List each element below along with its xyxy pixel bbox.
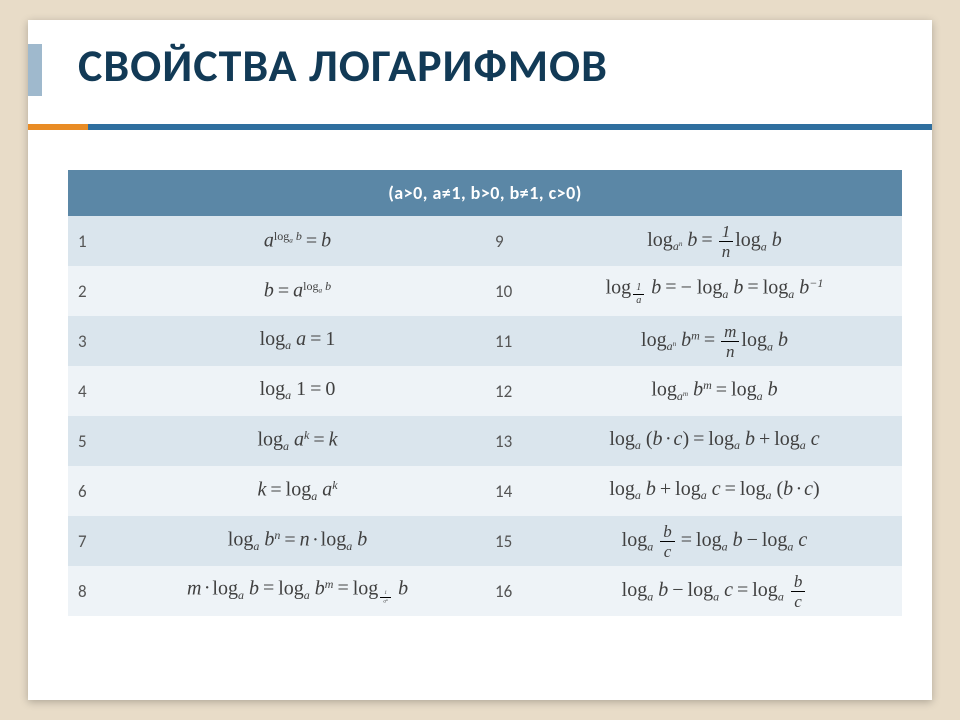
table-row: 2 b=aloga b 10 log1a b=− loga b=loga b−1 xyxy=(68,266,902,316)
table-row: 5 loga ak=k 13 loga (b·c)=loga b+loga c xyxy=(68,416,902,466)
accent-orange xyxy=(28,124,88,130)
row-number: 9 xyxy=(485,216,527,266)
formula-1: aloga b=b xyxy=(110,216,485,266)
properties-table: (a>0, a≠1, b>0, b≠1, c>0) 1 aloga b=b 9 … xyxy=(68,170,902,616)
table-row: 4 loga 1=0 12 logam bm=loga b xyxy=(68,366,902,416)
accent-left-block xyxy=(28,44,42,96)
title-bar: СВОЙСТВА ЛОГАРИФМОВ xyxy=(28,20,932,130)
formula-2: b=aloga b xyxy=(110,266,485,316)
formula-16: loga b−loga c=loga bc xyxy=(527,566,902,616)
row-number: 2 xyxy=(68,266,110,316)
row-number: 7 xyxy=(68,516,110,566)
formula-14: loga b+loga c=loga (b·c) xyxy=(527,466,902,516)
formula-7: loga bn=n·loga b xyxy=(110,516,485,566)
row-number: 1 xyxy=(68,216,110,266)
accent-blue xyxy=(88,124,932,130)
formula-5: loga ak=k xyxy=(110,416,485,466)
row-number: 15 xyxy=(485,516,527,566)
row-number: 10 xyxy=(485,266,527,316)
table-container: (a>0, a≠1, b>0, b≠1, c>0) 1 aloga b=b 9 … xyxy=(28,130,932,616)
table-row: 1 aloga b=b 9 logan b=1nloga b xyxy=(68,216,902,266)
table-row: 8 m·loga b=loga bm=log1am b 16 loga b−lo… xyxy=(68,566,902,616)
formula-11: logan bm=mnloga b xyxy=(527,316,902,366)
table-row: 3 loga a=1 11 logan bm=mnloga b xyxy=(68,316,902,366)
formula-6: k=loga ak xyxy=(110,466,485,516)
row-number: 8 xyxy=(68,566,110,616)
row-number: 11 xyxy=(485,316,527,366)
row-number: 16 xyxy=(485,566,527,616)
row-number: 4 xyxy=(68,366,110,416)
formula-4: loga 1=0 xyxy=(110,366,485,416)
table-row: 6 k=loga ak 14 loga b+loga c=loga (b·c) xyxy=(68,466,902,516)
formula-8: m·loga b=loga bm=log1am b xyxy=(110,566,485,616)
row-number: 13 xyxy=(485,416,527,466)
table-row: 7 loga bn=n·loga b 15 loga bc=loga b−log… xyxy=(68,516,902,566)
row-number: 3 xyxy=(68,316,110,366)
page-title: СВОЙСТВА ЛОГАРИФМОВ xyxy=(78,38,912,94)
row-number: 12 xyxy=(485,366,527,416)
formula-9: logan b=1nloga b xyxy=(527,216,902,266)
row-number: 6 xyxy=(68,466,110,516)
formula-10: log1a b=− loga b=loga b−1 xyxy=(527,266,902,316)
row-number: 5 xyxy=(68,416,110,466)
formula-12: logam bm=loga b xyxy=(527,366,902,416)
accent-underline xyxy=(28,124,932,130)
conditions-header: (a>0, a≠1, b>0, b≠1, c>0) xyxy=(68,170,902,216)
formula-15: loga bc=loga b−loga c xyxy=(527,516,902,566)
slide: СВОЙСТВА ЛОГАРИФМОВ (a>0, a≠1, b>0, b≠1,… xyxy=(28,20,932,700)
table-header-row: (a>0, a≠1, b>0, b≠1, c>0) xyxy=(68,170,902,216)
row-number: 14 xyxy=(485,466,527,516)
formula-13: loga (b·c)=loga b+loga c xyxy=(527,416,902,466)
formula-3: loga a=1 xyxy=(110,316,485,366)
